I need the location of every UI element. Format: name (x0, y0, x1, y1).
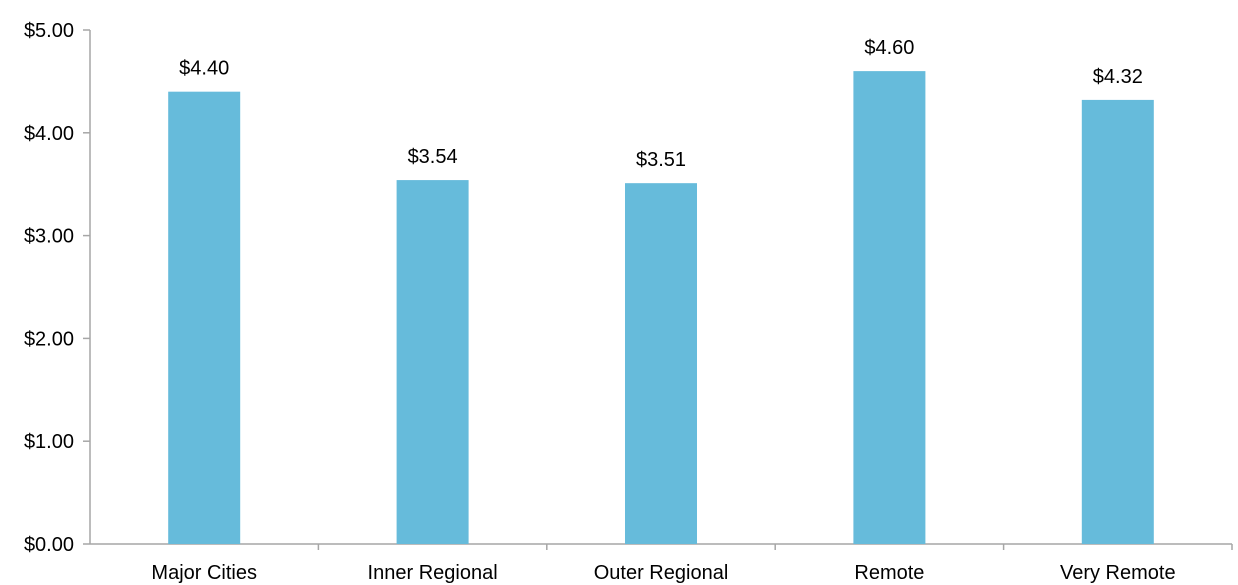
labels: $0.00 $1.00 $2.00 $3.00 $4.00 $5.00 $4.40 Major… (24, 20, 1176, 584)
bar-outer-regional (625, 183, 697, 544)
y-tick-label: $2.00 (24, 328, 74, 350)
y-tick-label: $0.00 (24, 534, 74, 556)
x-tick-label: Inner Regional (368, 562, 498, 584)
y-tick-label: $1.00 (24, 431, 74, 453)
data-label: $3.54 (408, 146, 458, 168)
x-tick-label: Major Cities (151, 562, 257, 584)
data-label: $4.60 (864, 37, 914, 59)
bar-inner-regional (396, 180, 469, 544)
bar-remote (853, 71, 926, 545)
x-tick-label: Outer Regional (594, 562, 729, 584)
x-tick-label: Very Remote (1060, 562, 1176, 584)
x-tick-label: Remote (854, 562, 924, 584)
y-tick-label: $5.00 (24, 20, 74, 42)
data-label: $3.51 (636, 149, 686, 171)
bar-major-cities (168, 91, 241, 545)
data-label: $4.32 (1093, 66, 1143, 88)
bars (168, 71, 1154, 545)
y-tick-label: $3.00 (24, 226, 74, 248)
data-label: $4.40 (179, 58, 229, 80)
y-tick-label: $4.00 (24, 123, 74, 145)
bar-very-remote (1081, 99, 1154, 545)
